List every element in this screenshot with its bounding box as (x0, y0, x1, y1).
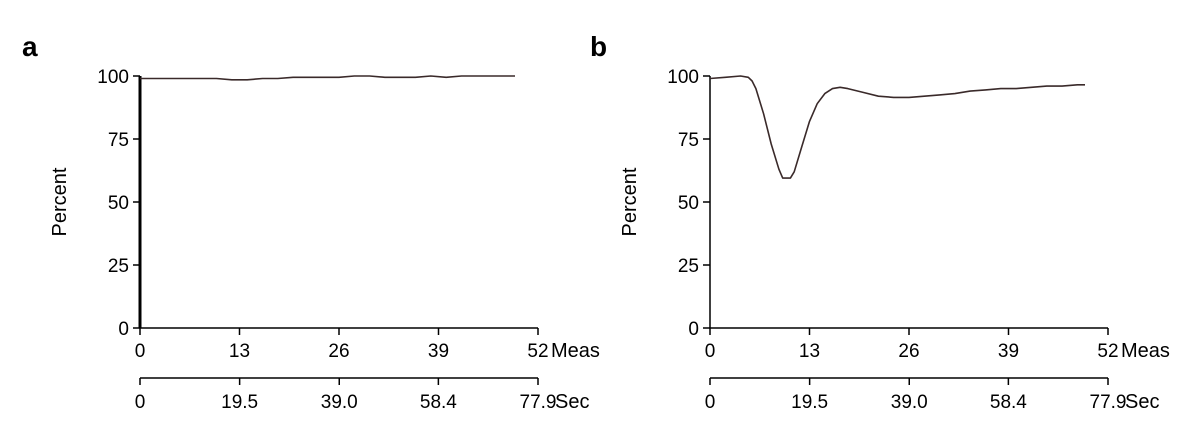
x-axis-unit-meas: Meas (551, 340, 600, 362)
y-tick-label: 50 (108, 193, 129, 214)
panel-letter: a (22, 31, 38, 62)
x-tick-label-meas: 0 (135, 341, 146, 362)
x-axis-unit-sec: Sec (1125, 391, 1159, 413)
x-tick-label-meas: 39 (998, 341, 1019, 362)
x-tick-label-sec: 39.0 (321, 392, 358, 413)
x-tick-label-sec: 19.5 (791, 392, 828, 413)
x-tick-label-meas: 52 (1097, 341, 1118, 362)
x-tick-label-sec: 77.9 (1090, 392, 1127, 413)
x-tick-label-sec: 0 (705, 392, 716, 413)
x-tick-label-sec: 58.4 (420, 392, 457, 413)
x-tick-label-meas: 26 (328, 341, 349, 362)
x-tick-label-sec: 19.5 (221, 392, 258, 413)
y-tick-label: 0 (118, 319, 129, 340)
y-axis-title: Percent (619, 167, 641, 236)
y-tick-label: 100 (97, 67, 129, 88)
x-tick-label-sec: 77.9 (520, 392, 557, 413)
x-tick-label-sec: 39.0 (891, 392, 928, 413)
y-tick-label: 25 (678, 256, 699, 277)
x-tick-label-sec: 0 (135, 392, 146, 413)
x-axis-unit-sec: Sec (555, 391, 589, 413)
x-tick-label-meas: 0 (705, 341, 716, 362)
y-axis-title: Percent (49, 167, 71, 236)
y-tick-label: 50 (678, 193, 699, 214)
x-tick-label-meas: 26 (898, 341, 919, 362)
data-line (140, 75, 515, 81)
x-tick-label-meas: 13 (799, 341, 820, 362)
x-tick-label-meas: 52 (527, 341, 548, 362)
chart-panel-a: a Percent 0 25 50 75 100 0 13 26 39 52 Meas 0 19.5 39.0… (22, 31, 600, 413)
y-tick-label: 0 (688, 319, 699, 340)
data-line (709, 75, 1085, 179)
y-tick-label: 75 (108, 130, 129, 151)
y-tick-label: 100 (667, 67, 699, 88)
chart-panel-b: b Percent 0 25 50 75 100 0 13 26 39 52 Meas 0 19.5 39.0… (590, 31, 1170, 413)
panel-letter: b (590, 31, 607, 62)
x-tick-label-meas: 39 (428, 341, 449, 362)
x-tick-label-sec: 58.4 (990, 392, 1027, 413)
y-tick-label: 25 (108, 256, 129, 277)
x-axis-unit-meas: Meas (1121, 340, 1170, 362)
y-tick-label: 75 (678, 130, 699, 151)
x-tick-label-meas: 13 (229, 341, 250, 362)
